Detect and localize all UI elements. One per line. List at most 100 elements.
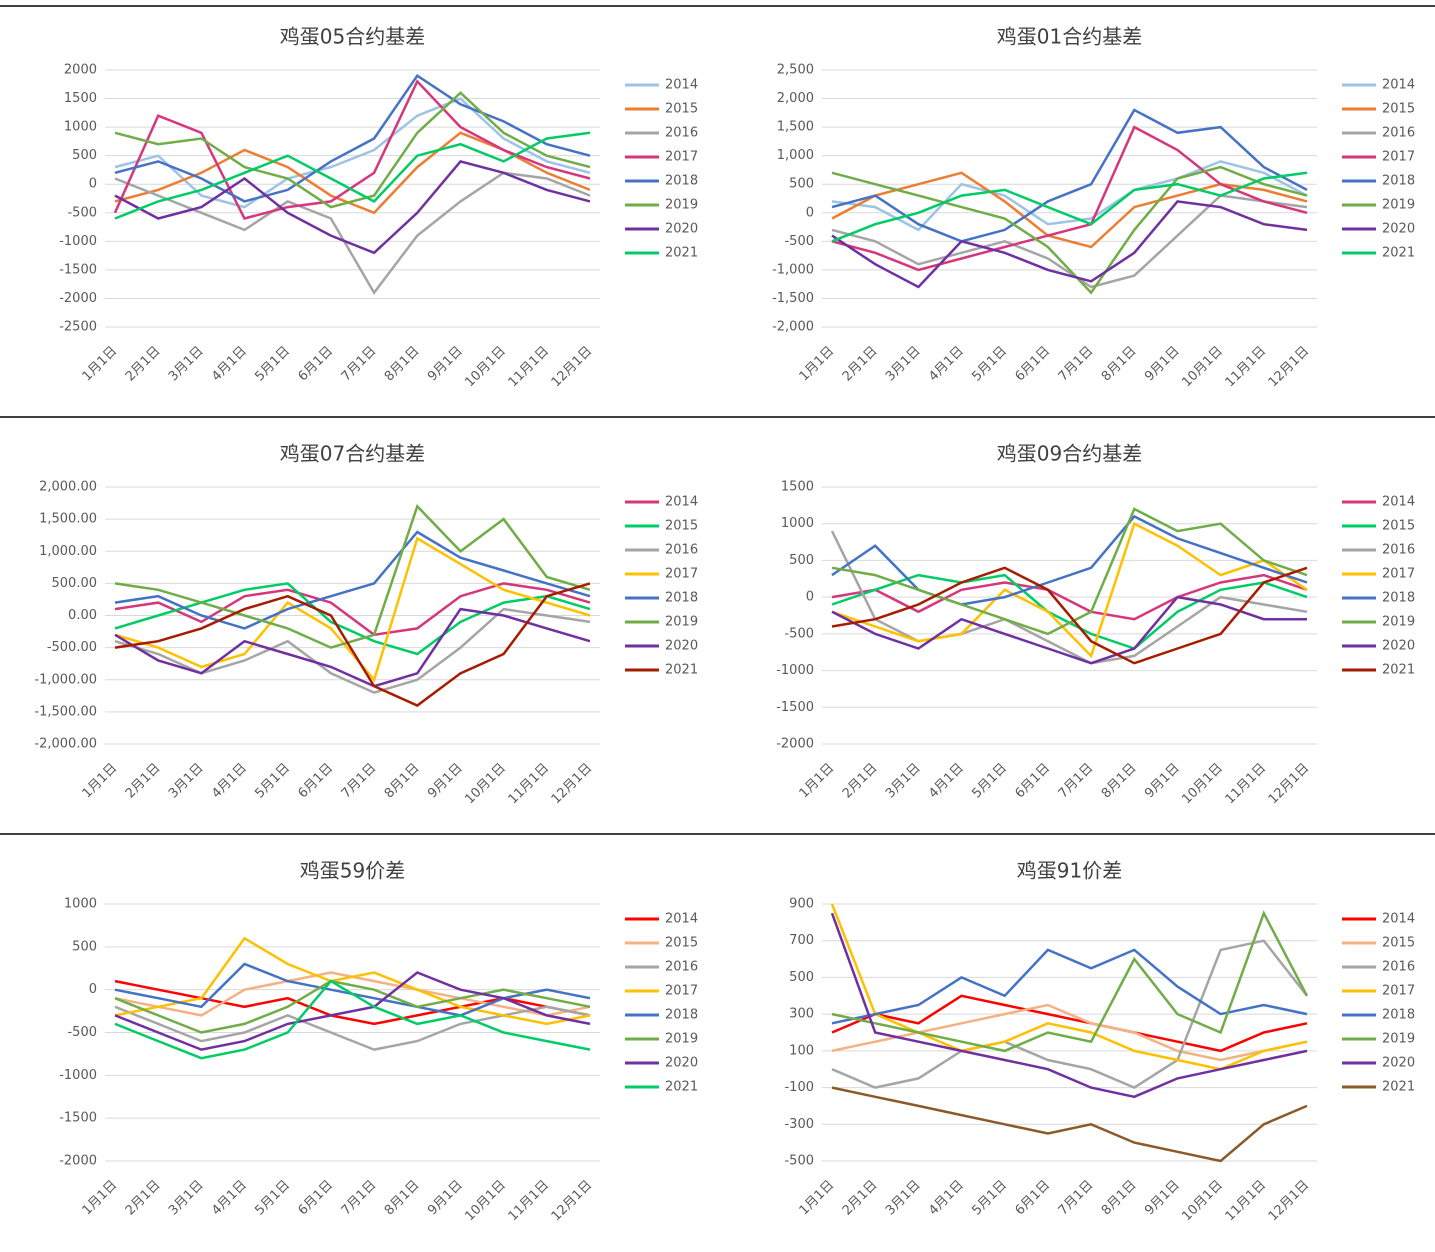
y-tick-label: 500 xyxy=(789,177,814,192)
x-tick-label: 11月1日 xyxy=(1223,1178,1270,1225)
series-line xyxy=(831,521,1308,659)
y-tick-label: -1500 xyxy=(776,700,814,715)
legend-label: 2018 xyxy=(1382,591,1415,606)
x-tick-label: 4月1日 xyxy=(209,1178,250,1219)
x-tick-label: 5月1日 xyxy=(252,761,293,802)
legend-label: 2020 xyxy=(665,1056,698,1071)
y-tick-label: 0 xyxy=(806,205,814,220)
y-tick-label: 0 xyxy=(89,982,97,997)
legend-label: 2018 xyxy=(665,591,698,606)
series-line xyxy=(831,573,1308,650)
x-tick-label: 10月1日 xyxy=(462,1178,509,1225)
legend-label: 2017 xyxy=(665,150,698,165)
x-tick-label: 4月1日 xyxy=(209,344,250,385)
legend-label: 2019 xyxy=(665,615,698,630)
x-tick-label: 9月1日 xyxy=(425,344,466,385)
legend-label: 2020 xyxy=(1382,222,1415,237)
y-tick-label: -2000 xyxy=(59,291,97,306)
series-line xyxy=(831,910,1309,1053)
x-tick-label: 4月1日 xyxy=(926,344,967,385)
series-line xyxy=(114,131,591,220)
legend-label: 2017 xyxy=(1382,150,1415,165)
series-line xyxy=(831,171,1308,249)
series-line xyxy=(113,79,591,220)
y-tick-label: 1500 xyxy=(781,480,814,495)
x-tick-label: 9月1日 xyxy=(1142,344,1183,385)
x-tick-label: 3月1日 xyxy=(883,761,924,802)
y-tick-label: -500.00 xyxy=(47,640,97,655)
y-tick-label: -1,500 xyxy=(772,291,814,306)
x-tick-label: 11月1日 xyxy=(506,761,553,808)
y-tick-label: 1,000.00 xyxy=(39,544,97,559)
y-tick-label: -2,000 xyxy=(772,320,814,335)
x-tick-label: 5月1日 xyxy=(252,1178,293,1219)
x-tick-label: 11月1日 xyxy=(1223,344,1270,391)
legend-label: 2020 xyxy=(665,639,698,654)
legend-label: 2015 xyxy=(1382,519,1415,534)
series-line xyxy=(114,979,591,1060)
x-tick-label: 11月1日 xyxy=(506,344,553,391)
legend-label: 2016 xyxy=(665,543,698,558)
y-tick-label: -500 xyxy=(784,626,814,641)
x-tick-label: 1月1日 xyxy=(797,344,838,385)
y-tick-label: -2,000.00 xyxy=(34,737,97,752)
series-line xyxy=(114,607,591,688)
legend-label: 2015 xyxy=(1382,102,1415,117)
legend-label: 2018 xyxy=(665,1008,698,1023)
y-tick-label: -1000 xyxy=(59,1068,97,1083)
x-tick-label: 2月1日 xyxy=(123,344,164,385)
y-tick-label: 2,000.00 xyxy=(39,480,97,495)
y-tick-label: -1000 xyxy=(776,663,814,678)
x-tick-label: 5月1日 xyxy=(969,1178,1010,1219)
y-tick-label: 500.00 xyxy=(52,576,98,591)
x-tick-label: 12月1日 xyxy=(1266,344,1313,391)
y-tick-label: 300 xyxy=(789,1007,814,1022)
legend-label: 2021 xyxy=(665,1080,698,1095)
y-tick-label: 1,000 xyxy=(777,148,814,163)
series-line xyxy=(831,566,1308,665)
series-line xyxy=(831,1086,1308,1163)
series-line xyxy=(831,200,1308,289)
y-tick-label: 500 xyxy=(789,553,814,568)
series-line xyxy=(114,73,591,203)
series-line xyxy=(831,160,1308,232)
legend-label: 2017 xyxy=(665,984,698,999)
x-tick-label: 8月1日 xyxy=(382,344,423,385)
series-line xyxy=(830,912,1308,1099)
x-tick-label: 4月1日 xyxy=(209,761,250,802)
series-line xyxy=(114,582,591,656)
chart-title: 鸡蛋05合约基差 xyxy=(280,25,425,49)
y-tick-label: -1500 xyxy=(59,262,97,277)
series-line xyxy=(114,159,591,255)
x-tick-label: 7月1日 xyxy=(339,344,380,385)
series-line xyxy=(114,582,591,707)
x-tick-label: 12月1日 xyxy=(549,761,596,808)
x-tick-label: 10月1日 xyxy=(1179,761,1226,808)
y-tick-label: 500 xyxy=(72,939,97,954)
x-tick-label: 10月1日 xyxy=(462,761,509,808)
x-tick-label: 2月1日 xyxy=(123,1178,164,1219)
series-line xyxy=(831,1003,1308,1062)
series-line xyxy=(114,536,591,683)
x-tick-label: 5月1日 xyxy=(252,344,293,385)
legend-label: 2016 xyxy=(1382,543,1415,558)
legend-label: 2018 xyxy=(665,174,698,189)
legend-label: 2019 xyxy=(665,1032,698,1047)
x-tick-label: 8月1日 xyxy=(1099,761,1140,802)
y-tick-label: -1,000.00 xyxy=(34,672,97,687)
x-tick-label: 6月1日 xyxy=(296,1178,337,1219)
legend-label: 2014 xyxy=(1382,78,1415,93)
x-tick-label: 8月1日 xyxy=(382,1178,423,1219)
legend-label: 2015 xyxy=(665,936,698,951)
y-tick-label: 1,500 xyxy=(777,120,814,135)
series-line xyxy=(831,108,1308,243)
x-tick-label: 1月1日 xyxy=(80,1178,121,1219)
x-tick-label: 9月1日 xyxy=(425,1178,466,1219)
y-tick-label: -1500 xyxy=(59,1111,97,1126)
series-line xyxy=(114,1005,591,1051)
legend-label: 2017 xyxy=(665,567,698,582)
x-tick-label: 6月1日 xyxy=(1013,761,1054,802)
legend-label: 2017 xyxy=(1382,984,1415,999)
x-tick-label: 2月1日 xyxy=(840,344,881,385)
